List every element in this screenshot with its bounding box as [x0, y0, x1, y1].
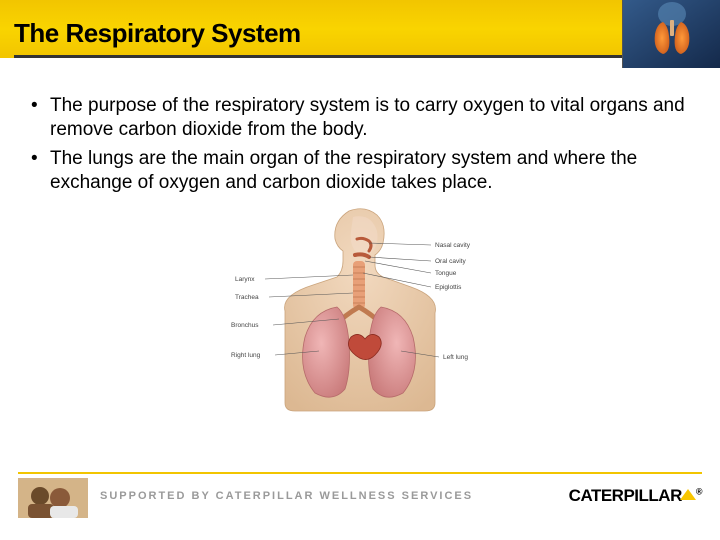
- diagram-label: Larynx: [235, 276, 255, 283]
- bullet-item: The purpose of the respiratory system is…: [28, 94, 692, 143]
- diagram-label: Tongue: [435, 270, 457, 277]
- diagram-label: Left lung: [443, 354, 468, 361]
- page-title: The Respiratory System: [14, 18, 301, 49]
- footer-divider: [18, 472, 702, 474]
- diagram-label: Right lung: [231, 352, 261, 359]
- footer-photo: [18, 478, 88, 518]
- diagram-label: Bronchus: [231, 322, 259, 329]
- logo-triangle-icon: [680, 489, 696, 500]
- respiratory-diagram: Larynx Trachea Bronchus Right lung Nasal…: [225, 203, 495, 413]
- logo-text: CATERPILLAR: [569, 486, 682, 505]
- diagram-label: Oral cavity: [435, 258, 466, 265]
- diagram-label: Nasal cavity: [435, 242, 471, 249]
- header-corner-image: [622, 0, 720, 68]
- caterpillar-logo: CATERPILLAR ®: [569, 486, 702, 506]
- diagram-container: Larynx Trachea Bronchus Right lung Nasal…: [28, 203, 692, 418]
- bullet-list: The purpose of the respiratory system is…: [28, 94, 692, 195]
- footer-supported-text: SUPPORTED BY CATERPILLAR WELLNESS SERVIC…: [100, 490, 473, 502]
- content-area: The purpose of the respiratory system is…: [0, 58, 720, 418]
- diagram-label: Epiglottis: [435, 284, 462, 291]
- footer: SUPPORTED BY CATERPILLAR WELLNESS SERVIC…: [0, 472, 720, 522]
- registered-icon: ®: [696, 486, 702, 496]
- bullet-item: The lungs are the main organ of the resp…: [28, 147, 692, 196]
- header-underline: [14, 55, 720, 58]
- header-band: The Respiratory System: [0, 0, 720, 58]
- diagram-label: Trachea: [235, 294, 259, 301]
